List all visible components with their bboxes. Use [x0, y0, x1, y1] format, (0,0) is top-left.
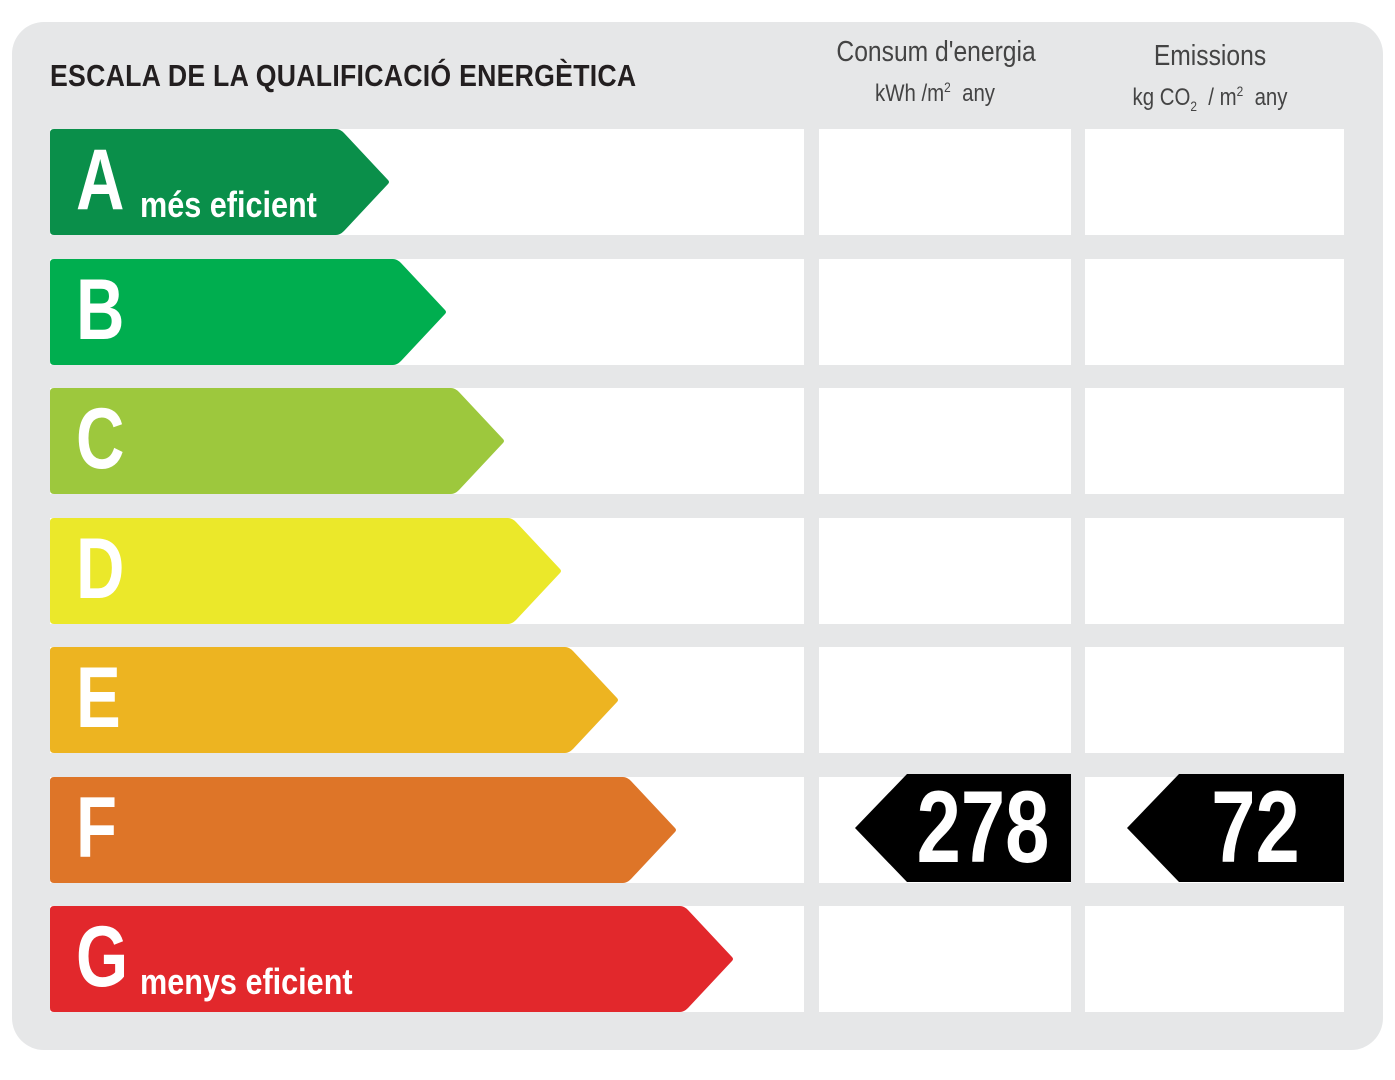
- consumption-value-marker-fill: [855, 774, 1071, 882]
- emissions-cell-a: [1085, 129, 1344, 235]
- rating-arrow-shape-c: [50, 388, 504, 494]
- emissions-cell-g: [1085, 906, 1344, 1012]
- emissions-cell-d: [1085, 518, 1344, 624]
- rating-letter-b: B: [76, 262, 125, 358]
- rating-arrow-shape-f: [50, 777, 676, 883]
- consumption-cell-d: [819, 518, 1071, 624]
- consumption-value-marker-shape: [855, 774, 1071, 882]
- consumption-cell-a: [819, 129, 1071, 235]
- rating-letter-e: E: [76, 650, 121, 746]
- rating-arrow-shape-d: [50, 518, 561, 624]
- emissions-cell-b: [1085, 259, 1344, 365]
- emissions-heading: Emissions: [1153, 40, 1267, 72]
- rating-letter-f: F: [76, 780, 117, 876]
- consumption-heading: Consum d'energia: [836, 36, 1036, 68]
- emissions-unit-mid: / m: [1208, 84, 1237, 111]
- rating-arrow-shape-b: [50, 259, 446, 365]
- emissions-unit: kg CO2 / m2 any: [1104, 83, 1317, 114]
- emissions-cell-c: [1085, 388, 1344, 494]
- consumption-cell-b: [819, 259, 1071, 365]
- rating-label-a: més eficient: [140, 184, 317, 225]
- rating-letter-g: G: [76, 909, 129, 1005]
- consumption-unit-prefix: kWh /m: [874, 80, 945, 107]
- rating-letter-d: D: [76, 521, 125, 617]
- rating-arrow-fill-e: [50, 647, 618, 753]
- consumption-cell-c: [819, 388, 1071, 494]
- emissions-unit-sup: 2: [1236, 83, 1244, 99]
- consumption-unit-sup: 2: [944, 79, 951, 95]
- emissions-cell-e: [1085, 647, 1344, 753]
- emissions-value-marker-fill: [1127, 774, 1344, 882]
- page-title: ESCALA DE LA QUALIFICACIÓ ENERGÈTICA: [50, 58, 637, 93]
- rating-arrow-shape-a: [50, 129, 389, 235]
- rating-arrow-fill-b: [50, 259, 446, 365]
- emissions-value-marker-number: 72: [1211, 770, 1300, 884]
- emissions-value-marker: 72: [1127, 770, 1344, 884]
- rating-arrow-fill-d: [50, 518, 561, 624]
- consumption-column-header: Consum d'energia kWh /m2 any: [819, 36, 1051, 108]
- emissions-unit-prefix: kg CO: [1132, 84, 1191, 111]
- rating-arrow-fill-a: [50, 129, 389, 235]
- consumption-value-marker: 278: [855, 770, 1071, 884]
- emissions-unit-sub: 2: [1190, 97, 1197, 114]
- consumption-cell-e: [819, 647, 1071, 753]
- emissions-unit-suffix: any: [1254, 84, 1288, 111]
- consumption-unit: kWh /m2 any: [836, 79, 1033, 108]
- rating-arrow-fill-g: [50, 906, 733, 1012]
- rating-letter-c: C: [76, 391, 125, 487]
- emissions-value-marker-shape: [1127, 774, 1344, 882]
- rating-arrow-d: D: [50, 518, 562, 624]
- consumption-value-marker-number: 278: [916, 770, 1050, 884]
- consumption-cell-g: [819, 906, 1071, 1012]
- rating-label-g: menys eficient: [140, 961, 353, 1002]
- rating-arrow-e: E: [50, 647, 619, 753]
- rating-arrow-fill-f: [50, 777, 676, 883]
- rating-arrow-c: C: [50, 388, 505, 494]
- emissions-column-header: Emissions kg CO2 / m2 any: [1085, 40, 1335, 114]
- consumption-unit-suffix: any: [962, 80, 995, 107]
- rating-letter-a: A: [76, 132, 125, 228]
- rating-arrow-fill-c: [50, 388, 504, 494]
- rating-arrow-shape-e: [50, 647, 618, 753]
- rating-arrow-f: F: [50, 777, 677, 883]
- rating-arrow-b: B: [50, 259, 447, 365]
- rating-arrow-shape-g: [50, 906, 733, 1012]
